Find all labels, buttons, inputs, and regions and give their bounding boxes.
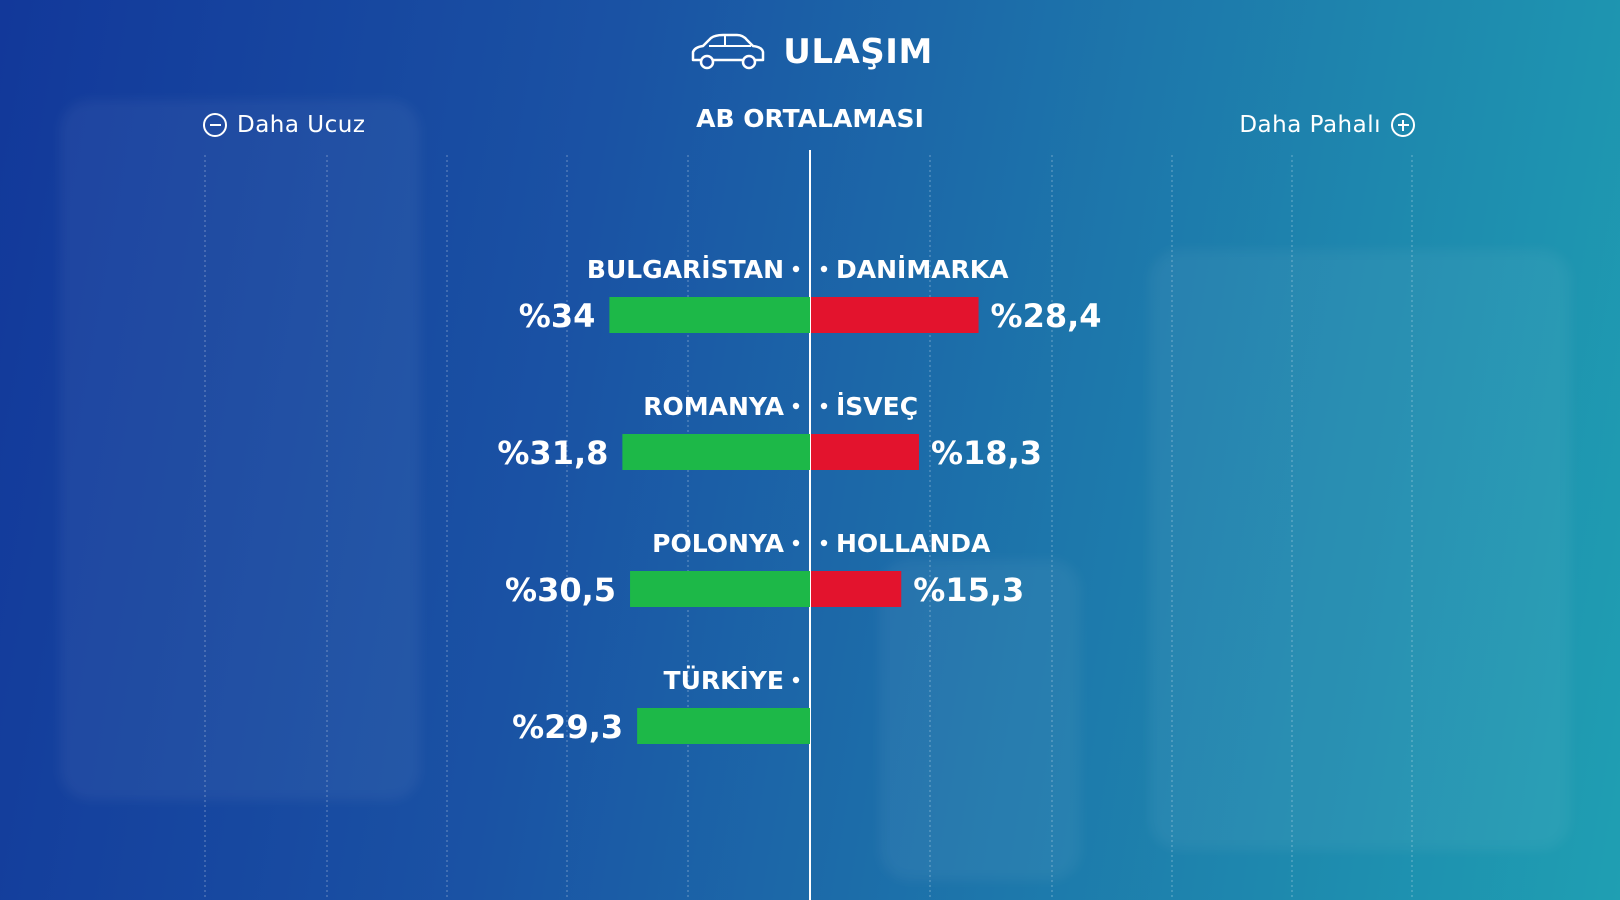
category-label: TÜRKİYE bbox=[664, 665, 784, 695]
plus-circle-icon bbox=[1391, 113, 1415, 137]
pricier-label: Daha Pahalı bbox=[1239, 112, 1415, 138]
bullet-dot bbox=[792, 402, 800, 410]
category-label: İSVEÇ bbox=[836, 391, 918, 421]
background-shape bbox=[1150, 250, 1570, 850]
category-label: ROMANYA bbox=[643, 392, 784, 421]
value-label: %15,3 bbox=[913, 571, 1024, 609]
bar-right-0 bbox=[811, 297, 979, 333]
bullet-dot bbox=[820, 265, 828, 273]
value-label: %34 bbox=[519, 297, 596, 335]
bar-left-0 bbox=[609, 297, 810, 333]
cheaper-label-text: Daha Ucuz bbox=[237, 112, 366, 138]
chart-subtitle: AB ORTALAMASI bbox=[696, 104, 924, 133]
bullet-dot bbox=[792, 539, 800, 547]
bar-right-1 bbox=[811, 434, 919, 470]
category-label: HOLLANDA bbox=[836, 529, 991, 558]
cheaper-label: Daha Ucuz bbox=[203, 112, 365, 138]
category-label: DANİMARKA bbox=[836, 254, 1009, 284]
bullet-dot bbox=[820, 539, 828, 547]
bar-right-2 bbox=[811, 571, 902, 607]
bullet-dot bbox=[792, 265, 800, 273]
minus-circle-icon bbox=[203, 113, 227, 137]
value-label: %30,5 bbox=[505, 571, 616, 609]
value-label: %18,3 bbox=[931, 434, 1042, 472]
bar-left-2 bbox=[630, 571, 810, 607]
value-label: %29,3 bbox=[512, 708, 623, 746]
chart-title: ULAŞIM bbox=[783, 32, 933, 72]
car-icon bbox=[691, 33, 765, 70]
category-label: POLONYA bbox=[652, 529, 785, 558]
bullet-dot bbox=[820, 402, 828, 410]
pricier-label-text: Daha Pahalı bbox=[1239, 112, 1381, 138]
category-label: BULGARİSTAN bbox=[587, 254, 784, 284]
chart-header: ULAŞIM bbox=[0, 32, 1620, 72]
background-shape bbox=[880, 560, 1080, 880]
bullet-dot bbox=[792, 676, 800, 684]
bar-left-3 bbox=[637, 708, 810, 744]
bar-left-1 bbox=[622, 434, 810, 470]
value-label: %31,8 bbox=[497, 434, 608, 472]
background-shape bbox=[60, 100, 420, 800]
value-label: %28,4 bbox=[991, 297, 1102, 335]
